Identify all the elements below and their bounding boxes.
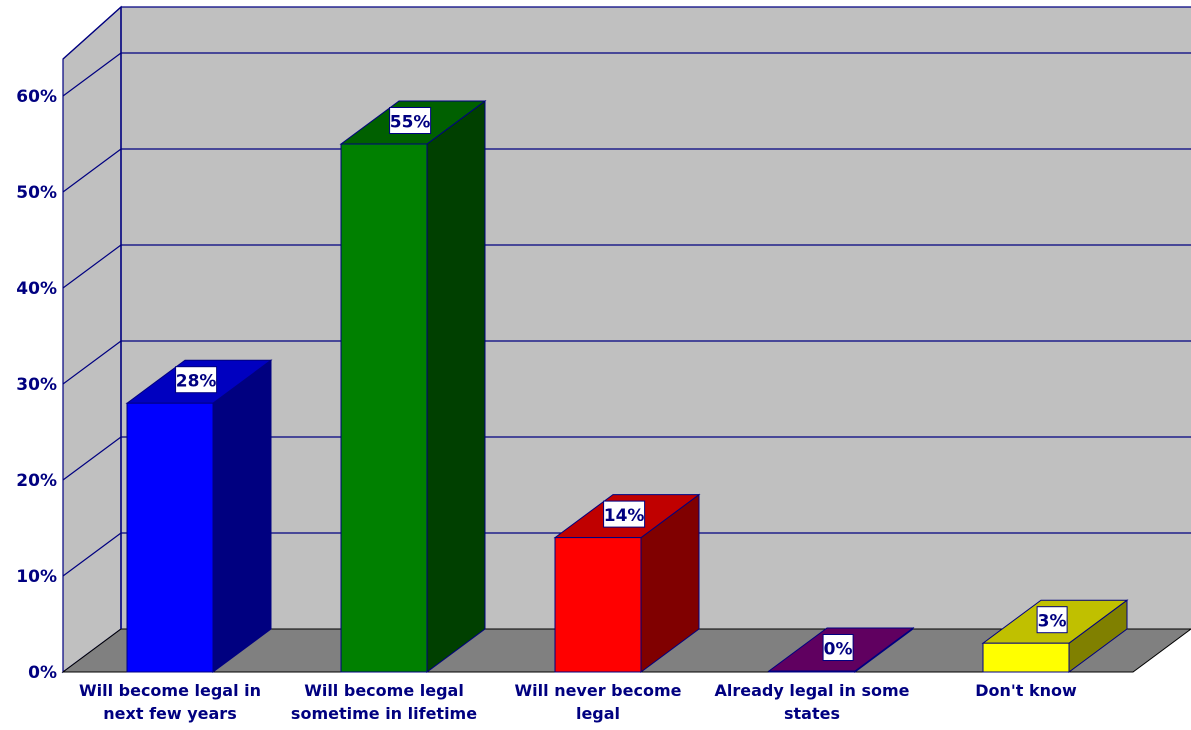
y-tick-label: 40%	[16, 279, 57, 299]
bar: 0%	[767, 627, 915, 673]
x-category-label: Will become legal	[304, 681, 464, 700]
gridlines	[62, 6, 1191, 577]
data-label-box	[175, 366, 218, 394]
data-label-box	[389, 107, 432, 134]
data-label-box	[603, 500, 646, 528]
y-tick-label: 50%	[16, 183, 57, 203]
data-label: 0%	[824, 640, 853, 660]
bar: 55%	[339, 100, 487, 673]
bar: 28%	[125, 359, 273, 673]
data-label: 28%	[176, 372, 217, 392]
bars: 28% 55% 14% 0% 3%	[125, 100, 1129, 673]
y-tick-label: 0%	[28, 663, 57, 683]
gridline	[62, 148, 1191, 193]
bar: 14%	[553, 493, 701, 673]
gridline	[62, 340, 1191, 385]
bar-side	[212, 359, 272, 673]
gridline	[62, 6, 1191, 60]
x-category-label: sometime in lifetime	[291, 704, 477, 723]
gridline	[62, 532, 1191, 577]
bar-front	[340, 143, 428, 673]
x-category-label: Already legal in some	[715, 681, 910, 700]
y-tick-label: 60%	[16, 87, 57, 107]
bar-side	[426, 100, 486, 673]
bar: 3%	[981, 599, 1129, 673]
bar-front	[768, 670, 856, 673]
bar-front	[126, 402, 214, 673]
bar-front	[554, 537, 642, 673]
x-category-label: next few years	[103, 704, 236, 723]
bar-front	[982, 642, 1070, 673]
y-axis-ticks: 0% 10% 20% 30% 40% 50% 60%	[16, 87, 57, 683]
gridline	[62, 244, 1191, 289]
x-category-label: Will become legal in	[79, 681, 261, 700]
x-category-label: Will never become	[515, 681, 682, 700]
y-tick-label: 20%	[16, 471, 57, 491]
y-tick-label: 30%	[16, 375, 57, 395]
y-tick-label: 10%	[16, 567, 57, 587]
data-label-box	[822, 634, 854, 661]
x-category-label: Don't know	[975, 681, 1077, 700]
data-label: 14%	[604, 506, 645, 526]
data-label: 3%	[1038, 612, 1067, 632]
data-label: 55%	[390, 113, 431, 133]
x-category-label: states	[784, 704, 840, 723]
gridline	[62, 436, 1191, 481]
x-category-label: legal	[576, 704, 620, 723]
side-wall	[62, 5, 122, 674]
data-label-box	[1036, 606, 1068, 634]
x-axis-labels: Will become legal in next few years Will b…	[79, 681, 1077, 723]
gridline	[62, 52, 1191, 97]
